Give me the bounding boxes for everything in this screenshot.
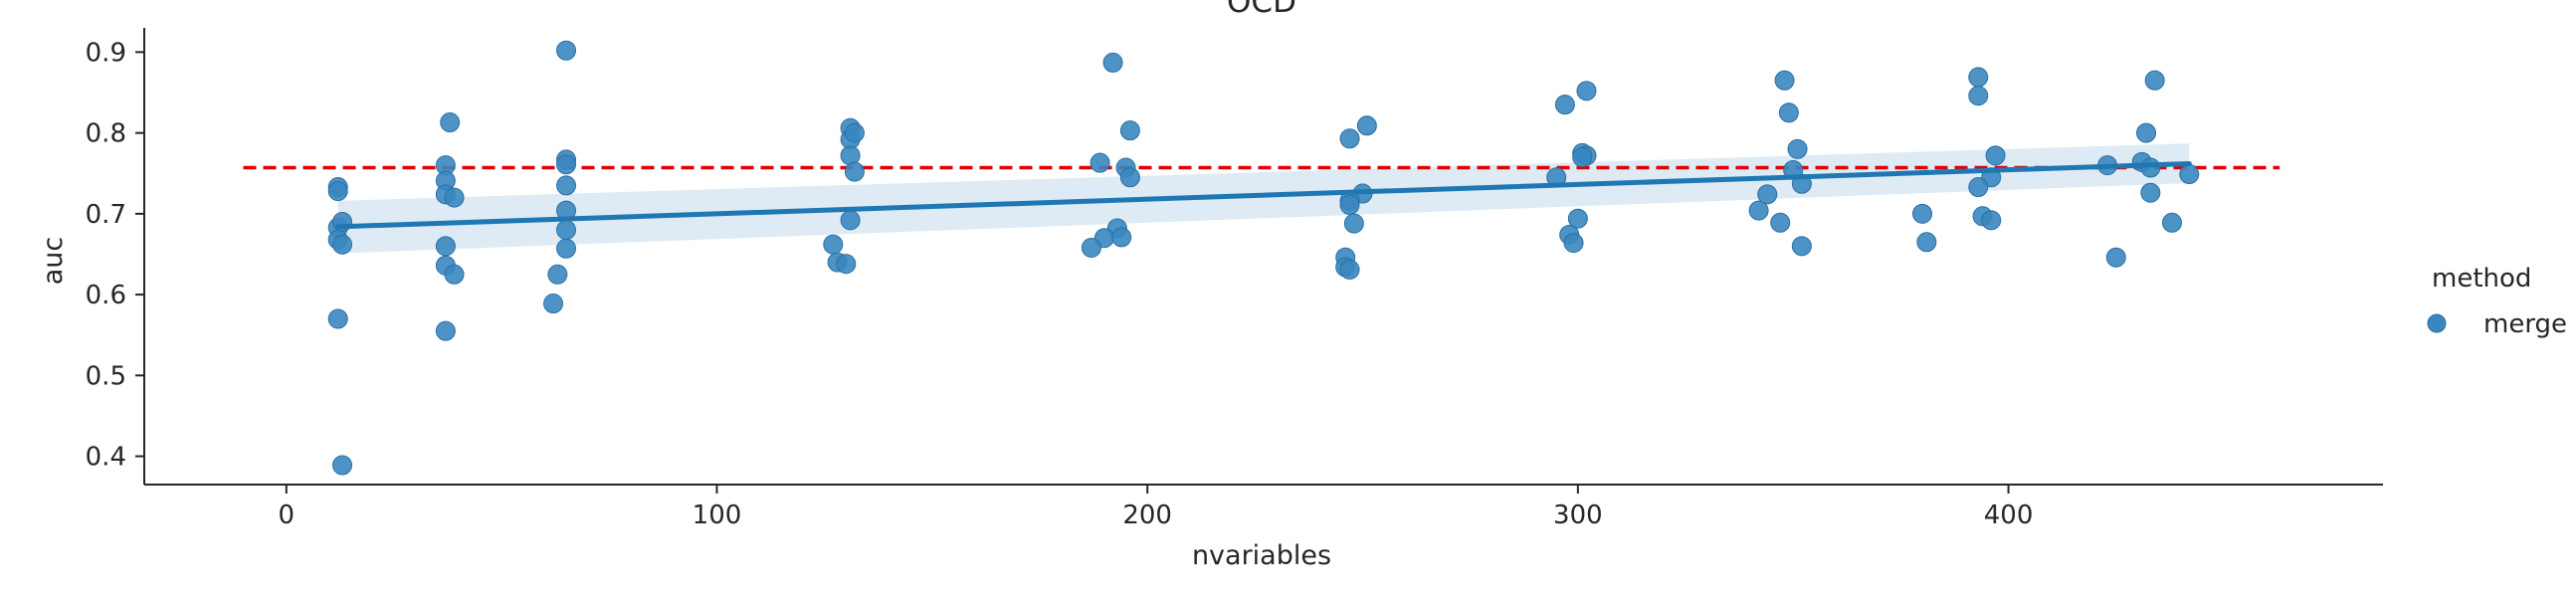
x-tick-label: 200 (1122, 500, 1172, 530)
data-point (556, 175, 577, 196)
legend-title: method (2432, 264, 2531, 294)
data-point (547, 264, 568, 285)
data-point (543, 294, 564, 314)
data-point (1778, 102, 1799, 123)
data-point (332, 234, 353, 255)
x-tick-label: 0 (279, 500, 296, 530)
data-point (1356, 115, 1377, 136)
y-tick-label: 0.4 (86, 443, 126, 473)
data-point (1774, 70, 1795, 91)
data-point (1081, 237, 1101, 258)
data-point (1119, 120, 1140, 141)
data-point (556, 238, 577, 259)
data-point (840, 210, 861, 231)
data-point (1343, 213, 1364, 234)
data-point (1567, 208, 1588, 229)
x-tick-label: 300 (1553, 500, 1603, 530)
regression-line (335, 160, 2192, 230)
data-point (1981, 210, 2002, 231)
data-point (332, 455, 353, 476)
data-point (2136, 122, 2157, 143)
data-point (556, 40, 577, 61)
data-point (1912, 203, 1933, 224)
data-point (435, 320, 456, 341)
data-point (1770, 212, 1791, 233)
data-point (1563, 233, 1584, 254)
y-tick-label: 0.8 (86, 119, 126, 149)
x-tick-label: 100 (693, 500, 742, 530)
data-point (1572, 146, 1593, 167)
data-point (556, 154, 577, 175)
data-point (1757, 184, 1778, 205)
data-point (1339, 128, 1360, 149)
x-tick-label: 400 (1984, 500, 2034, 530)
y-axis-label: auc (38, 237, 69, 286)
data-point (1968, 177, 1989, 198)
data-point (823, 234, 844, 255)
data-point (2179, 164, 2200, 185)
data-point (1102, 52, 1123, 73)
data-point (2144, 70, 2165, 91)
data-point (1090, 152, 1110, 173)
data-point (1554, 95, 1575, 115)
data-point (1339, 259, 1360, 280)
legend-marker-merge (2427, 313, 2447, 333)
y-tick-label: 0.9 (86, 38, 126, 68)
data-point (444, 187, 465, 208)
data-point (2105, 247, 2126, 268)
data-point (1119, 167, 1140, 188)
data-point (1791, 236, 1812, 257)
data-point (844, 122, 865, 143)
data-point (2140, 182, 2161, 203)
data-point (844, 161, 865, 182)
confidence-band (337, 143, 2190, 254)
legend: method merge (2427, 264, 2567, 339)
data-point (444, 264, 465, 285)
data-point (2161, 212, 2182, 233)
data-point (836, 254, 857, 275)
data-point (1787, 138, 1808, 159)
data-point (1916, 232, 1937, 253)
data-point (1985, 145, 2006, 166)
data-point (1968, 86, 1989, 106)
y-tick-label: 0.5 (86, 361, 126, 391)
legend-label-merge: merge (2483, 309, 2567, 339)
data-point (435, 236, 456, 257)
data-point (2140, 157, 2161, 178)
y-tick-label: 0.7 (86, 200, 126, 230)
data-point (1111, 227, 1132, 248)
x-axis-label: nvariables (1192, 540, 1331, 571)
y-tick-label: 0.6 (86, 281, 126, 310)
data-point (556, 220, 577, 241)
data-point (327, 181, 348, 202)
data-point (1576, 81, 1597, 101)
data-point (1968, 67, 1989, 88)
data-point (440, 112, 461, 133)
data-point (1339, 194, 1360, 215)
data-point (1748, 200, 1769, 221)
chart-title: OCD (1227, 0, 1296, 20)
data-point (327, 308, 348, 329)
